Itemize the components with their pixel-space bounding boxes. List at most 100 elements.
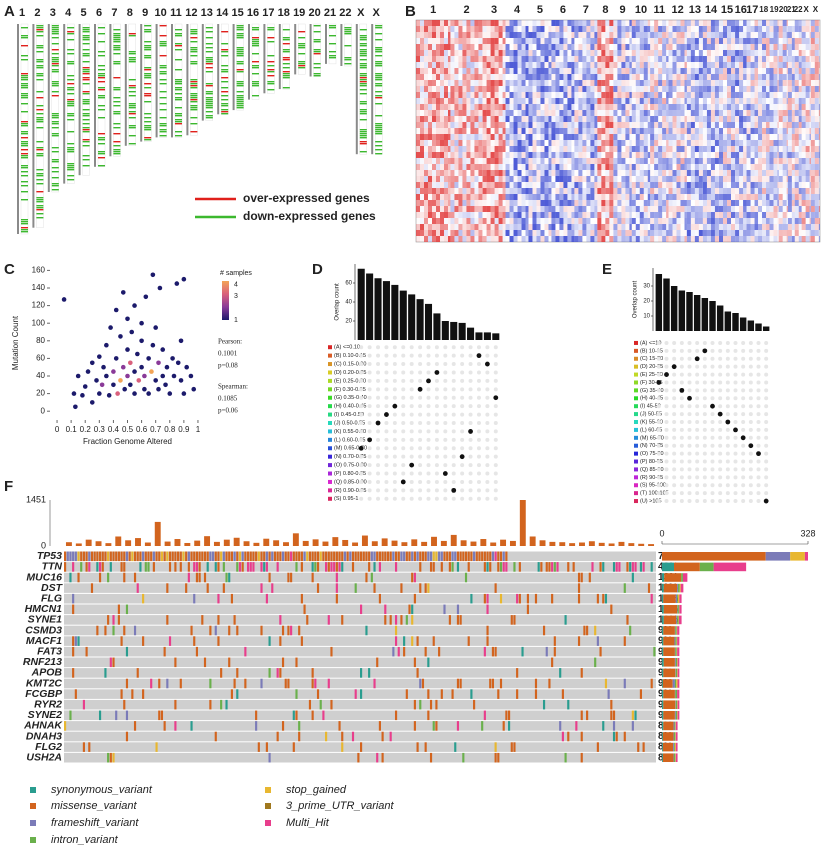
heatmap-cell [474,218,479,224]
heatmap-cell [424,26,428,32]
heatmap-cell [605,200,610,206]
heatmap-cell [777,110,779,116]
gene-band [82,31,90,33]
heatmap-cell [662,92,666,98]
gene-band [175,115,182,117]
heatmap-cell [672,50,677,56]
heatmap-cell [801,20,806,26]
gene-band [359,85,367,87]
heatmap-cell [548,122,552,128]
heatmap-cell [794,74,799,80]
heatmap-cell [662,182,667,188]
heatmap-cell [714,200,719,206]
heatmap-cell [814,134,819,140]
chromosome-label: 15 [231,7,243,19]
heatmap-cell [609,26,614,32]
heatmap-cell [727,128,731,134]
heatmap-cell [450,86,455,92]
heatmap-cell [643,170,648,176]
heatmap-cell [490,206,495,212]
heatmap-cell [706,218,711,224]
heatmap-cell [676,134,681,140]
gene-band [221,65,229,67]
heatmap-cell [594,224,598,230]
gene-band [175,43,182,45]
heatmap-cell [544,176,549,182]
heatmap-cell [668,38,673,44]
heatmap-cell [706,206,711,212]
heatmap-cell [814,50,819,56]
heatmap-cell [436,80,440,86]
heatmap-cell [625,188,630,194]
gene-band [144,93,152,95]
heatmap-cell [629,200,632,206]
heatmap-cell [818,56,820,62]
heatmap-cell [448,122,451,128]
heatmap-cell [428,38,432,44]
heatmap-cell [658,236,663,242]
heatmap-cell [798,68,802,74]
heatmap-cell [818,86,820,92]
gene-band [221,113,229,115]
heatmap-cell [680,182,685,188]
heatmap-cell [647,140,651,146]
heatmap-cell [597,140,602,146]
heatmap-cell [478,110,483,116]
heatmap-cell [490,44,495,50]
heatmap-cell [582,44,587,50]
heatmap-cell [810,56,815,62]
heatmap-cell [758,200,763,206]
heatmap-cell [723,200,727,206]
gene-band [359,83,367,85]
heatmap-cell [440,146,444,152]
heatmap-cell [782,182,787,188]
heatmap-cell [719,122,723,128]
heatmap-cell [694,176,699,182]
heatmap-cell [639,188,644,194]
heatmap-cell [710,206,715,212]
heatmap-cell [769,26,774,32]
set-label: (I) 0.45-0.50 [334,412,364,418]
matrix-dot [367,370,372,375]
heatmap-cell [810,218,815,224]
matrix-dot [460,387,465,392]
chromosome-label: 22 [794,5,803,14]
gene-band [375,79,383,81]
heatmap-cell [544,140,548,146]
heatmap-cell [818,212,820,218]
heatmap-cell [597,80,602,86]
heatmap-cell [698,80,703,86]
heatmap-cell [494,50,499,56]
heatmap-cell [723,188,727,194]
heatmap-cell [559,92,564,98]
heatmap-cell [490,98,495,104]
heatmap-cell [494,212,499,218]
heatmap-cell [666,200,669,206]
heatmap-cell [582,236,586,242]
heatmap-cell [798,188,802,194]
panel-label: B [405,3,416,20]
gene-band [67,119,75,121]
heatmap-cell [513,152,518,158]
gene-band [190,83,198,85]
heatmap-cell [706,62,711,68]
gene-band [51,151,59,153]
heatmap-cell [594,194,598,200]
heatmap-cell [739,200,743,206]
heatmap-cell [601,224,606,230]
heatmap-cell [578,176,583,182]
heatmap-cell [494,92,499,98]
heatmap-cell [617,158,622,164]
heatmap-cell [563,74,568,80]
gene-band [359,49,367,51]
heatmap-cell [454,80,459,86]
heatmap-cell [778,32,783,38]
heatmap-cell [625,164,630,170]
heatmap-cell [416,128,420,134]
heatmap-cell [621,140,626,146]
gene-band [175,79,182,81]
heatmap-cell [503,32,506,38]
chromosome-label: 12 [672,4,684,16]
point [99,382,105,388]
chromosome-label: 16 [247,7,259,19]
